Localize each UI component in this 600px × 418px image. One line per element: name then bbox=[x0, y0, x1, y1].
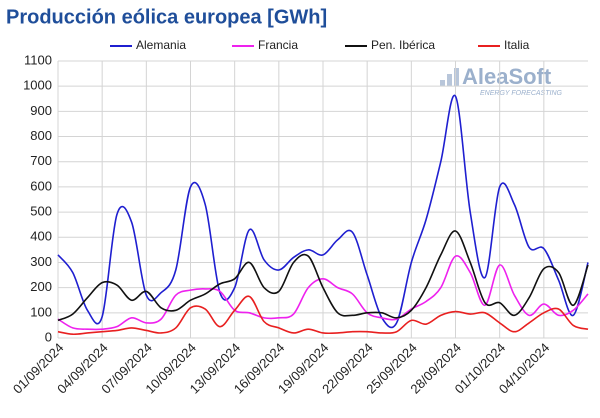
legend-label: Italia bbox=[504, 38, 530, 52]
series-line bbox=[57, 255, 589, 331]
y-tick-label: 800 bbox=[30, 128, 52, 143]
y-tick-label: 100 bbox=[30, 304, 52, 319]
legend-label: Francia bbox=[258, 38, 298, 52]
y-tick-label: 1100 bbox=[24, 52, 52, 67]
logo-tagline: ENERGY FORECASTING bbox=[480, 90, 562, 97]
series-line bbox=[57, 94, 589, 329]
y-tick-label: 0 bbox=[45, 329, 52, 344]
logo-mark bbox=[440, 68, 459, 86]
legend-label: Alemania bbox=[136, 38, 186, 52]
series-line bbox=[57, 295, 589, 336]
y-tick-label: 600 bbox=[30, 178, 52, 193]
y-tick-label: 1000 bbox=[23, 78, 52, 93]
y-tick-label: 500 bbox=[30, 204, 52, 219]
series-line bbox=[57, 230, 589, 322]
y-tick-label: 700 bbox=[30, 153, 52, 168]
chart-title: Producción eólica europea [GWh] bbox=[6, 6, 327, 28]
y-tick-label: 200 bbox=[30, 279, 52, 294]
y-tick-label: 900 bbox=[30, 103, 52, 118]
y-tick-label: 400 bbox=[30, 229, 52, 244]
legend-label: Pen. Ibérica bbox=[371, 38, 435, 52]
logo-name: AleaSoft bbox=[462, 64, 552, 89]
y-tick-label: 300 bbox=[30, 254, 52, 269]
